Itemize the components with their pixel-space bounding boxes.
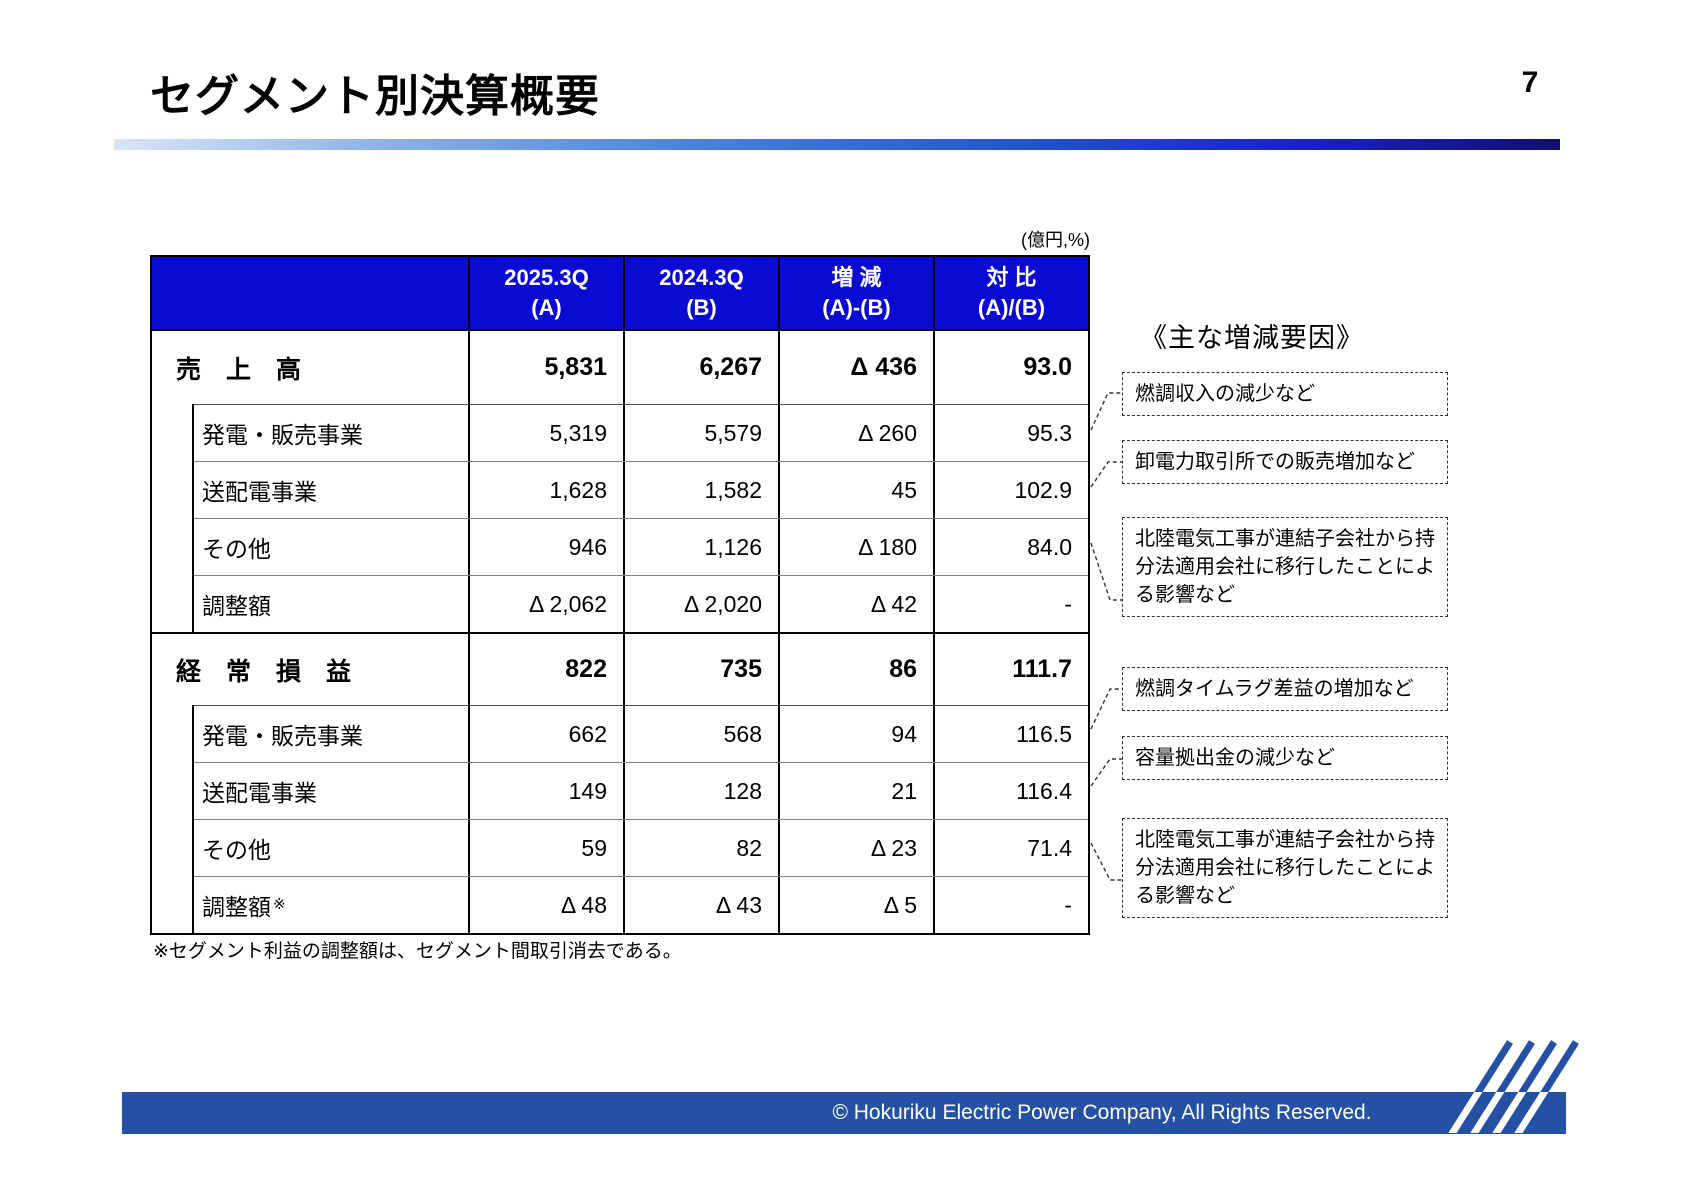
row-value: 822 bbox=[468, 634, 623, 705]
row-label: 調整額 bbox=[202, 593, 271, 619]
row-value: Δ 2,062 bbox=[468, 576, 623, 632]
row-label: 送配電事業 bbox=[202, 780, 317, 806]
table-row: その他 946 1,126 Δ 180 84.0 bbox=[194, 518, 1088, 575]
header-line: 2025.3Q bbox=[504, 265, 589, 290]
row-value: 6,267 bbox=[623, 331, 778, 404]
row-value: Δ 23 bbox=[778, 820, 933, 876]
header-line: 2024.3Q bbox=[659, 265, 744, 290]
copyright-text: © Hokuriku Electric Power Company, All R… bbox=[832, 1101, 1372, 1124]
row-label: 発電・販売事業 bbox=[202, 422, 363, 448]
row-value: Δ 436 bbox=[778, 331, 933, 404]
table-row: 送配電事業 1,628 1,582 45 102.9 bbox=[194, 461, 1088, 518]
row-value: 59 bbox=[468, 820, 623, 876]
row-value: 71.4 bbox=[933, 820, 1088, 876]
row-value: 5,319 bbox=[468, 405, 623, 461]
row-value: 95.3 bbox=[933, 405, 1088, 461]
row-value: 568 bbox=[623, 706, 778, 762]
row-label: 発電・販売事業 bbox=[202, 723, 363, 749]
row-value: Δ 2,020 bbox=[623, 576, 778, 632]
row-label: その他 bbox=[202, 536, 271, 562]
header-empty-cell bbox=[152, 257, 468, 329]
table-row: 売 上 高 5,831 6,267 Δ 436 93.0 bbox=[152, 331, 1088, 404]
table-row: 発電・販売事業 5,319 5,579 Δ 260 95.3 bbox=[194, 404, 1088, 461]
row-value: Δ 5 bbox=[778, 877, 933, 933]
row-label: その他 bbox=[202, 837, 271, 863]
row-value: 111.7 bbox=[933, 634, 1088, 705]
row-value: 1,582 bbox=[623, 462, 778, 518]
row-label: 経 常 損 益 bbox=[176, 657, 352, 686]
factor-box: 北陸電気工事が連結子会社から持分法適用会社に移行したことによる影響など bbox=[1122, 517, 1448, 617]
factor-box: 北陸電気工事が連結子会社から持分法適用会社に移行したことによる影響など bbox=[1122, 818, 1448, 918]
row-value: 93.0 bbox=[933, 331, 1088, 404]
factor-box: 卸電力取引所での販売増加など bbox=[1122, 440, 1448, 484]
table-row: 送配電事業 149 128 21 116.4 bbox=[194, 762, 1088, 819]
row-value: 946 bbox=[468, 519, 623, 575]
header-line: 増 減 bbox=[831, 265, 882, 290]
page-title: セグメント別決算概要 bbox=[150, 72, 600, 121]
footnote: ※セグメント利益の調整額は、セグメント間取引消去である。 bbox=[153, 941, 682, 962]
header-col-2025-3q: 2025.3Q (A) bbox=[468, 257, 623, 329]
row-value: 102.9 bbox=[933, 462, 1088, 518]
row-value: Δ 48 bbox=[468, 877, 623, 933]
sub-row-group: 発電・販売事業 662 568 94 116.5 送配電事業 149 128 21 116.4 その… bbox=[192, 705, 1088, 933]
table-header-row: 2025.3Q (A) 2024.3Q (B) 増 減 (A)-(B) 対 比 … bbox=[152, 257, 1088, 331]
row-value: 45 bbox=[778, 462, 933, 518]
factors-heading: 《主な増減要因》 bbox=[1140, 323, 1364, 353]
row-value: 1,628 bbox=[468, 462, 623, 518]
factor-box: 燃調タイムラグ差益の増加など bbox=[1122, 667, 1448, 711]
table-body: 売 上 高 5,831 6,267 Δ 436 93.0 発電・販売事業 5,319 5,57… bbox=[152, 331, 1088, 933]
table-row: 経 常 損 益 822 735 86 111.7 bbox=[152, 632, 1088, 705]
row-value: 662 bbox=[468, 706, 623, 762]
row-value: 128 bbox=[623, 763, 778, 819]
factor-box: 容量拠出金の減少など bbox=[1122, 736, 1448, 780]
row-label: 送配電事業 bbox=[202, 479, 317, 505]
row-value: Δ 43 bbox=[623, 877, 778, 933]
row-value: 5,579 bbox=[623, 405, 778, 461]
row-value: 735 bbox=[623, 634, 778, 705]
row-label: 売 上 高 bbox=[176, 355, 302, 384]
table-row: 調整額 Δ 2,062 Δ 2,020 Δ 42- bbox=[194, 575, 1088, 632]
results-table: 2025.3Q (A) 2024.3Q (B) 増 減 (A)-(B) 対 比 … bbox=[150, 255, 1090, 935]
row-value: Δ 260 bbox=[778, 405, 933, 461]
row-value: 86 bbox=[778, 634, 933, 705]
row-value: 116.5 bbox=[933, 706, 1088, 762]
header-col-2024-3q: 2024.3Q (B) bbox=[623, 257, 778, 329]
row-value: Δ 42 bbox=[778, 576, 933, 632]
sub-row-group: 発電・販売事業 5,319 5,579 Δ 260 95.3 送配電事業 1,628 1,58… bbox=[192, 404, 1088, 632]
company-logo-icon bbox=[1448, 1040, 1579, 1133]
header-line: (A)/(B) bbox=[977, 295, 1046, 320]
row-value: 94 bbox=[778, 706, 933, 762]
row-value: - bbox=[933, 576, 1088, 632]
header-col-change: 増 減 (A)-(B) bbox=[778, 257, 933, 329]
page-number: 7 bbox=[1521, 66, 1539, 99]
table-row: 調整額 ※ Δ 48 Δ 43 Δ 5- bbox=[194, 876, 1088, 933]
table-row: 発電・販売事業 662 568 94 116.5 bbox=[194, 705, 1088, 762]
row-value: 84.0 bbox=[933, 519, 1088, 575]
header-line: (B) bbox=[686, 295, 717, 320]
header-line: (A)-(B) bbox=[822, 295, 891, 320]
row-label: 調整額 ※ bbox=[202, 894, 286, 920]
footer-band: © Hokuriku Electric Power Company, All R… bbox=[122, 1092, 1566, 1134]
header-line: (A) bbox=[531, 295, 562, 320]
row-value: 116.4 bbox=[933, 763, 1088, 819]
row-value: Δ 180 bbox=[778, 519, 933, 575]
title-underline bbox=[114, 139, 1560, 150]
row-value: 149 bbox=[468, 763, 623, 819]
row-value: 21 bbox=[778, 763, 933, 819]
table-row: その他 59 82 Δ 23 71.4 bbox=[194, 819, 1088, 876]
row-value: - bbox=[933, 877, 1088, 933]
row-value: 1,126 bbox=[623, 519, 778, 575]
row-value: 82 bbox=[623, 820, 778, 876]
unit-label: (億円,%) bbox=[1021, 230, 1090, 250]
row-value: 5,831 bbox=[468, 331, 623, 404]
factor-box: 燃調収入の減少など bbox=[1122, 372, 1448, 416]
header-col-ratio: 対 比 (A)/(B) bbox=[933, 257, 1088, 329]
header-line: 対 比 bbox=[986, 265, 1037, 290]
